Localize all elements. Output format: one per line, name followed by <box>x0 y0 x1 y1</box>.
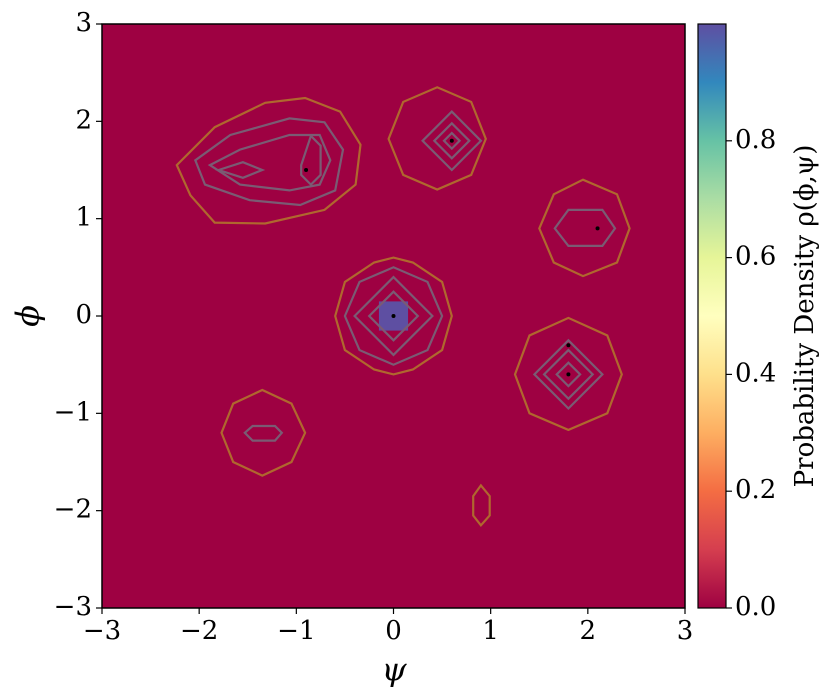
point <box>595 226 600 231</box>
point <box>566 372 571 377</box>
contour-line <box>343 266 444 366</box>
y-tick-label: 3 <box>75 8 92 38</box>
colorbar <box>697 23 727 609</box>
y-tick-label: 2 <box>75 105 92 135</box>
y-tick-label: −1 <box>54 397 92 427</box>
contour-line <box>215 161 266 179</box>
contour-line <box>387 86 487 191</box>
x-tick-label: −1 <box>277 616 315 646</box>
contour-line <box>555 361 582 388</box>
y-tick-label: 0 <box>75 300 92 330</box>
contour-line <box>553 208 617 247</box>
colorbar-tick-label: 0.8 <box>735 125 776 155</box>
contour-line <box>542 348 595 401</box>
contour-line <box>243 424 284 442</box>
contour-line <box>532 338 604 411</box>
colorbar-tick-label: 0.4 <box>735 358 776 388</box>
point <box>391 314 396 318</box>
y-axis-label: ϕ <box>9 305 47 327</box>
y-tick-label: 1 <box>75 203 92 233</box>
point <box>304 168 309 172</box>
x-tick-label: 0 <box>385 616 402 646</box>
contour-line <box>193 117 345 207</box>
x-tick-label: 3 <box>677 616 694 646</box>
contour-line <box>220 388 307 477</box>
x-tick-label: −3 <box>83 616 121 646</box>
contour-line <box>513 316 623 432</box>
contour-line <box>442 131 462 151</box>
colorbar-tick-label: 0.2 <box>735 475 776 505</box>
contour-line <box>207 133 332 192</box>
contour-line <box>432 121 471 160</box>
contour-line <box>421 110 483 172</box>
y-tick-label: −3 <box>54 592 92 622</box>
contour-line <box>300 133 322 187</box>
x-tick-label: 1 <box>482 616 499 646</box>
contour-line <box>538 178 631 278</box>
colorbar-tick-label: 0.6 <box>735 242 776 272</box>
colorbar-label: Probability Density ρ(ϕ,ψ) <box>790 145 820 488</box>
x-tick-label: 2 <box>580 616 597 646</box>
contour-line <box>334 256 453 376</box>
x-tick-label: −2 <box>180 616 218 646</box>
x-axis-label: ψ <box>381 651 407 689</box>
contour-line <box>472 483 491 528</box>
contour-line <box>353 275 434 357</box>
contour-line <box>175 96 362 225</box>
colorbar-tick-label: 0.0 <box>735 592 776 622</box>
point <box>566 343 571 348</box>
y-tick-label: −2 <box>54 495 92 525</box>
point <box>449 138 454 143</box>
contour-line <box>367 290 420 342</box>
